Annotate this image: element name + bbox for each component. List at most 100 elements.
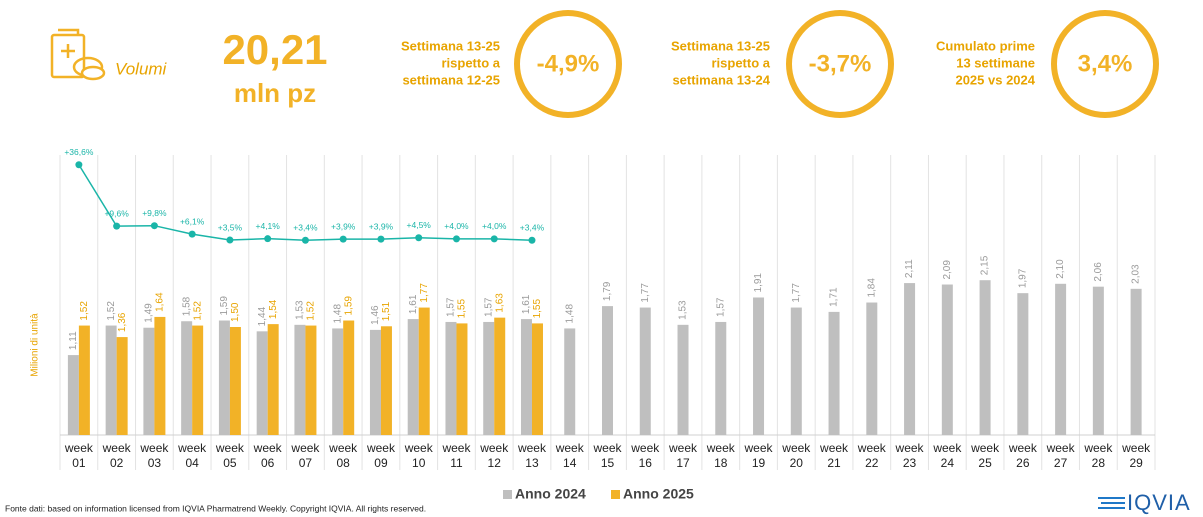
chart: Milioni di unitàweek011,111,52week021,52…: [30, 147, 1156, 502]
data-label: 1,59: [343, 296, 354, 316]
x-tick-label: week: [706, 441, 736, 455]
x-tick-label: week: [895, 441, 925, 455]
bar: [828, 311, 840, 435]
x-tick-label: week: [932, 441, 962, 455]
x-tick-label: 21: [827, 456, 841, 470]
growth-label: +6,1%: [180, 216, 205, 226]
growth-point: [415, 234, 423, 242]
data-label: 2,15: [980, 255, 991, 275]
x-tick-label: 17: [676, 456, 690, 470]
x-tick-label: week: [64, 441, 94, 455]
data-label: 1,55: [532, 298, 543, 318]
x-tick-label: 26: [1016, 456, 1030, 470]
kpi-caption: rispetto a: [441, 55, 500, 70]
x-tick-label: week: [328, 441, 358, 455]
legend-swatch: [611, 490, 620, 499]
x-tick-label: week: [970, 441, 1000, 455]
data-label: 1,77: [419, 283, 430, 303]
data-label: 1,63: [494, 293, 505, 313]
bar: [143, 327, 155, 435]
bar: [790, 307, 802, 435]
growth-label: +3,9%: [369, 221, 394, 231]
bar: [305, 325, 317, 435]
x-tick-label: week: [517, 441, 547, 455]
kpi-value: -3,7%: [809, 50, 872, 77]
growth-label: +4,5%: [407, 220, 432, 230]
bar: [564, 328, 576, 435]
bar: [941, 284, 953, 435]
growth-label: +3,4%: [293, 223, 318, 233]
x-tick-label: week: [290, 441, 320, 455]
bar: [456, 323, 468, 435]
volume-total: 20,21: [222, 26, 327, 73]
data-label: 1,53: [678, 300, 689, 320]
growth-point: [301, 236, 309, 244]
x-tick-label: 28: [1092, 456, 1106, 470]
data-label: 1,77: [640, 283, 651, 303]
x-tick-label: week: [177, 441, 207, 455]
legend-label: Anno 2024: [515, 486, 586, 502]
growth-label: +9,6%: [104, 208, 129, 218]
growth-point: [113, 222, 121, 230]
x-tick-label: 13: [525, 456, 539, 470]
bar: [380, 326, 392, 435]
x-tick-label: 01: [72, 456, 86, 470]
x-tick-label: week: [215, 441, 245, 455]
kpi-circle: [786, 10, 894, 118]
data-label: 1,46: [370, 305, 381, 325]
data-label: 1,71: [829, 287, 840, 307]
bar: [1092, 286, 1104, 435]
x-tick-label: 10: [412, 456, 426, 470]
bar: [531, 323, 543, 435]
x-tick-label: 16: [639, 456, 653, 470]
growth-label: +3,5%: [218, 222, 243, 232]
data-label: 1,64: [155, 292, 166, 312]
data-label: 2,10: [1055, 259, 1066, 279]
x-tick-label: 20: [790, 456, 804, 470]
data-label: 1,59: [219, 296, 230, 316]
x-tick-label: 23: [903, 456, 917, 470]
bar: [181, 321, 193, 435]
data-label: 2,03: [1131, 264, 1142, 284]
data-label: 1,57: [715, 297, 726, 317]
kpi-caption: settimana 13-24: [672, 72, 770, 87]
bar: [677, 324, 689, 435]
x-tick-label: 09: [374, 456, 388, 470]
data-label: 1,91: [753, 273, 764, 293]
x-tick-label: week: [744, 441, 774, 455]
x-tick-label: 11: [450, 456, 463, 470]
x-tick-label: 27: [1054, 456, 1068, 470]
growth-point: [377, 235, 385, 243]
kpi-caption: settimana 12-25: [402, 72, 500, 87]
x-tick-label: week: [102, 441, 132, 455]
x-tick-label: week: [592, 441, 622, 455]
data-label: 1,44: [257, 306, 268, 326]
growth-point: [188, 230, 196, 238]
data-label: 1,57: [446, 297, 457, 317]
bar: [332, 328, 344, 435]
x-tick-label: week: [668, 441, 698, 455]
growth-label: +3,4%: [520, 223, 545, 233]
volume-unit: mln pz: [234, 78, 316, 108]
bar: [639, 307, 651, 435]
data-label: 1,58: [181, 296, 192, 316]
data-label: 1,51: [381, 301, 392, 321]
bar: [715, 321, 727, 435]
x-tick-label: week: [479, 441, 509, 455]
x-tick-label: 15: [601, 456, 615, 470]
growth-point: [339, 235, 347, 243]
x-tick-label: 14: [563, 456, 577, 470]
x-tick-label: 19: [752, 456, 766, 470]
growth-label: +4,0%: [482, 221, 507, 231]
bar: [904, 283, 916, 435]
x-tick-label: 02: [110, 456, 124, 470]
bar: [343, 320, 355, 435]
bar: [1017, 293, 1029, 435]
bar: [866, 302, 878, 435]
growth-label: +3,9%: [331, 221, 356, 231]
bar: [445, 321, 457, 435]
kpi-caption: Settimana 13-25: [671, 38, 770, 53]
data-label: 1,55: [457, 298, 468, 318]
kpi-caption: 2025 vs 2024: [955, 72, 1035, 87]
